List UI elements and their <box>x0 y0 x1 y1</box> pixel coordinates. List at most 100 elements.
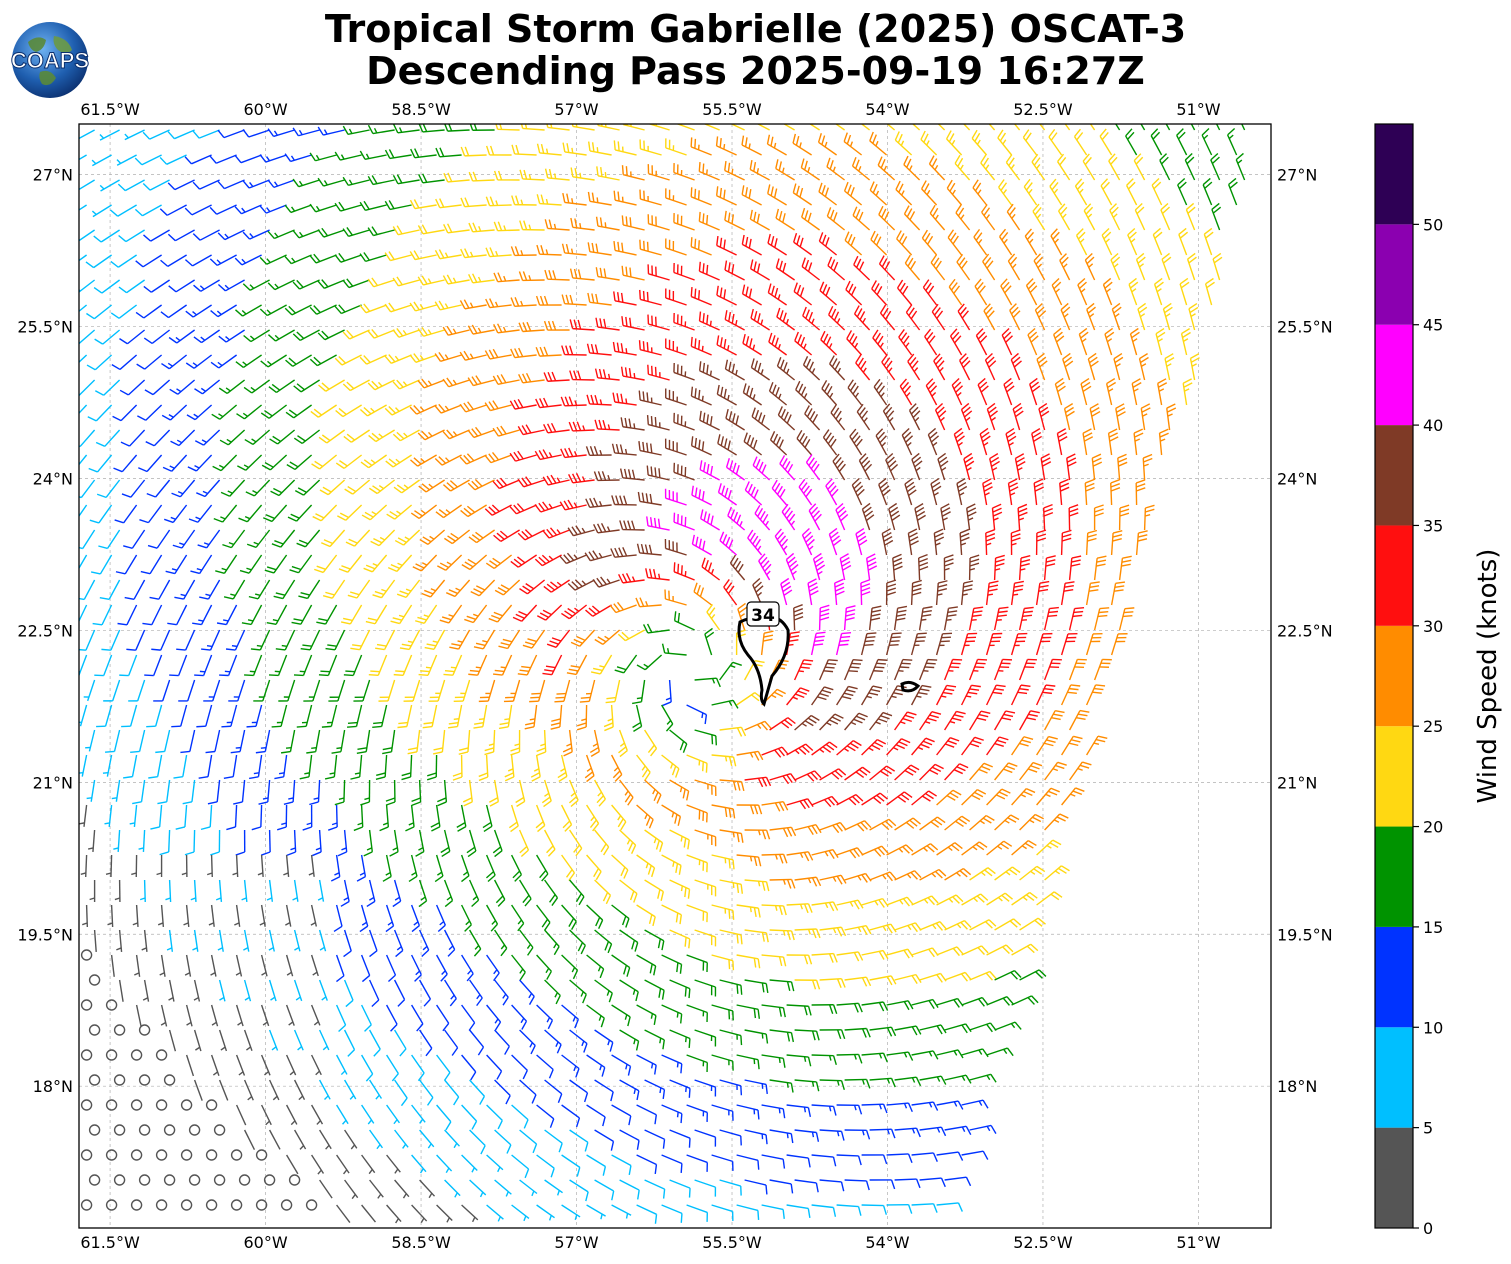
wind-barb <box>911 1152 938 1162</box>
wind-barb <box>1105 378 1117 406</box>
wind-barb <box>614 654 638 674</box>
wind-barb <box>299 754 313 780</box>
wind-barb <box>218 979 226 1002</box>
wind-barb <box>737 602 748 631</box>
wind-barb <box>741 234 762 256</box>
colorbar-tick-label: 0 <box>1423 1219 1433 1238</box>
wind-barb <box>146 704 163 728</box>
wind-barb <box>644 729 658 757</box>
wind-barb <box>935 632 953 656</box>
wind-barb <box>466 829 477 858</box>
wind-barb <box>293 654 313 677</box>
wind-barb <box>459 299 487 310</box>
wind-barb <box>886 791 913 806</box>
wind-barb <box>292 229 320 239</box>
wind-barb <box>82 904 89 928</box>
wind-barb <box>1211 202 1222 231</box>
wind-barb <box>968 606 984 631</box>
wind-barb <box>394 529 421 546</box>
wind-barb <box>594 368 620 381</box>
wind-barb <box>353 804 364 832</box>
wind-barb <box>444 1029 459 1056</box>
wind-barb <box>310 1004 321 1026</box>
wind-barb <box>1051 278 1063 306</box>
wind-barb <box>736 954 761 969</box>
wind-barb <box>246 529 271 549</box>
wind-barb <box>768 332 788 356</box>
wind-barb <box>493 272 520 283</box>
wind-barb <box>1018 554 1031 581</box>
wind-barb <box>568 779 579 808</box>
wind-barb <box>1133 428 1144 456</box>
wind-barb <box>328 679 346 702</box>
wind-barb <box>460 854 470 883</box>
wind-barb <box>724 210 745 231</box>
colorbar-tick-label: 45 <box>1423 316 1443 335</box>
wind-barb <box>296 704 313 728</box>
wind-barb <box>595 267 620 281</box>
wind-barb <box>569 268 595 281</box>
wind-barb <box>393 654 413 677</box>
wind-barb <box>360 1054 374 1082</box>
wind-barb <box>149 579 171 600</box>
wind-barb <box>1027 327 1039 356</box>
wind-barb <box>443 654 463 676</box>
colorbar-bin <box>1375 224 1413 325</box>
wind-barb <box>894 1076 922 1087</box>
lat-tick-label-right: 19.5°N <box>1277 925 1333 944</box>
wind-barb <box>469 1179 487 1198</box>
wind-barb <box>115 554 138 575</box>
wind-barb <box>741 135 762 156</box>
calm-circle <box>138 1074 151 1086</box>
wind-barb <box>92 604 113 626</box>
logo-text: COAPS <box>11 48 89 73</box>
wind-barb <box>593 779 607 807</box>
wind-barb <box>467 324 495 335</box>
wind-barb <box>636 654 663 671</box>
wind-barb <box>661 854 682 875</box>
wind-barb <box>485 554 513 570</box>
wind-barb <box>260 954 268 977</box>
wind-barb <box>593 522 620 534</box>
wind-barb <box>468 529 496 544</box>
wind-barb <box>114 504 138 524</box>
wind-barb <box>793 604 804 631</box>
wind-barb <box>613 190 637 206</box>
wind-barb <box>168 329 196 344</box>
wind-barb <box>169 654 188 677</box>
wind-barb <box>1014 453 1026 481</box>
wind-barb <box>194 654 213 677</box>
wind-barb <box>761 954 787 967</box>
wind-barb <box>536 194 562 206</box>
wind-barb <box>794 714 820 731</box>
wind-barb <box>811 686 834 706</box>
wind-barb <box>561 294 587 306</box>
wind-barb <box>536 1054 554 1079</box>
wind-barb <box>986 1047 1014 1057</box>
wind-barb <box>219 429 246 446</box>
wind-barb <box>1062 352 1074 381</box>
wind-barb <box>461 554 488 571</box>
wind-barb <box>568 421 595 432</box>
wind-barb <box>393 929 404 958</box>
wind-barb <box>869 975 897 986</box>
wind-barb <box>694 1029 717 1047</box>
wind-barb <box>694 779 717 796</box>
wind-barb <box>386 1054 399 1082</box>
wind-barb <box>648 124 670 131</box>
wind-barb <box>665 138 687 156</box>
wind-barb <box>518 321 545 333</box>
wind-barb <box>486 1004 502 1031</box>
wind-barb <box>619 829 637 854</box>
wind-barb <box>196 479 221 498</box>
wind-barb <box>594 1179 615 1201</box>
wind-barb <box>875 428 888 456</box>
wind-barb <box>711 754 737 767</box>
wind-barb <box>758 553 772 581</box>
colorbar-bin <box>1375 1027 1413 1128</box>
wind-barb <box>363 554 388 573</box>
wind-barb <box>567 525 595 537</box>
wind-barb <box>611 1004 631 1027</box>
wind-barb <box>961 788 987 806</box>
wind-barb <box>1060 632 1078 656</box>
